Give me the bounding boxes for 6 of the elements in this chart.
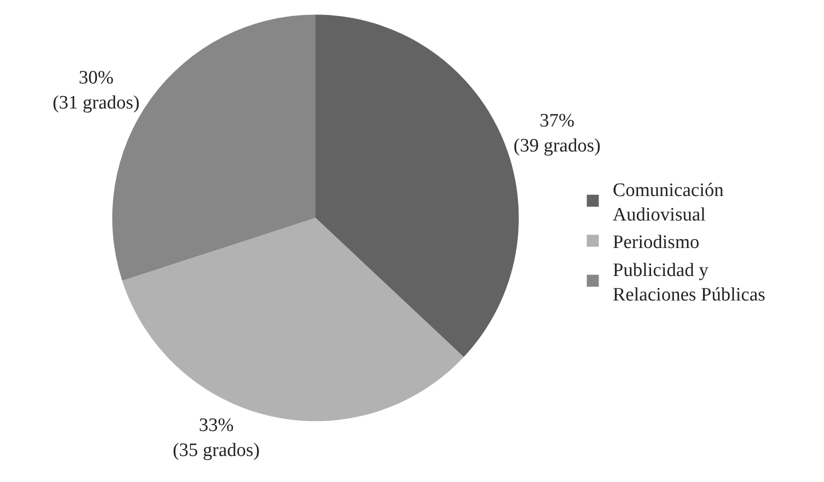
- legend-label: Comunicación Audiovisual: [612, 180, 724, 226]
- legend-label: Publicidad y Relaciones Públicas: [612, 260, 766, 306]
- data-label: 37% (39 grados): [514, 110, 601, 156]
- legend-label: Periodismo: [612, 232, 700, 254]
- data-label: 33% (35 grados): [172, 415, 260, 461]
- data-label: 30% (31 grados): [52, 68, 140, 114]
